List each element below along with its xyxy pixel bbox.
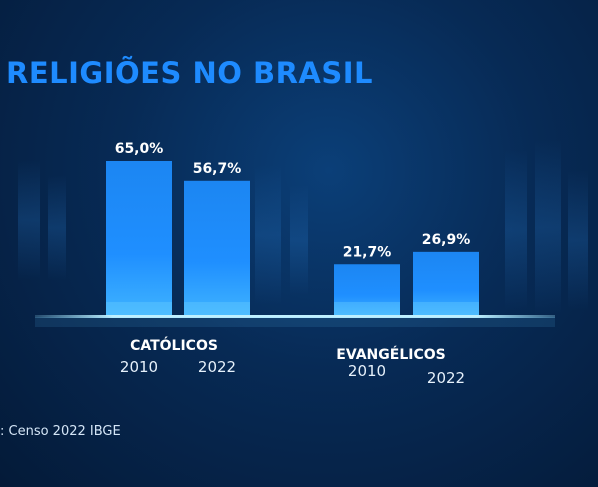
- source-note: : Censo 2022 IBGE: [0, 424, 121, 439]
- year-label-1-0: 2010: [348, 362, 386, 380]
- bar-1-0: [334, 264, 400, 316]
- value-label-1-0: 21,7%: [343, 244, 392, 260]
- baseline: [35, 315, 555, 318]
- bar-glow-1-0: [334, 302, 400, 316]
- bar-1-1: [413, 251, 479, 316]
- value-label-1-1: 26,9%: [422, 232, 471, 248]
- year-label-0-1: 2022: [198, 358, 236, 376]
- bar-glow-1-1: [413, 302, 479, 316]
- category-label-0: CATÓLICOS: [130, 336, 218, 354]
- bar-glow-0-1: [184, 302, 250, 316]
- year-label-0-0: 2010: [120, 358, 158, 376]
- chart-title: RELIGIÕES NO BRASIL: [6, 56, 374, 90]
- bar-glow-0-0: [106, 302, 172, 316]
- category-label-1: EVANGÉLICOS: [336, 346, 445, 363]
- value-label-0-0: 65,0%: [115, 141, 164, 157]
- bar-0-0: [106, 161, 172, 316]
- year-label-1-1: 2022: [427, 369, 465, 387]
- bar-0-1: [184, 180, 250, 316]
- value-label-0-1: 56,7%: [193, 161, 242, 177]
